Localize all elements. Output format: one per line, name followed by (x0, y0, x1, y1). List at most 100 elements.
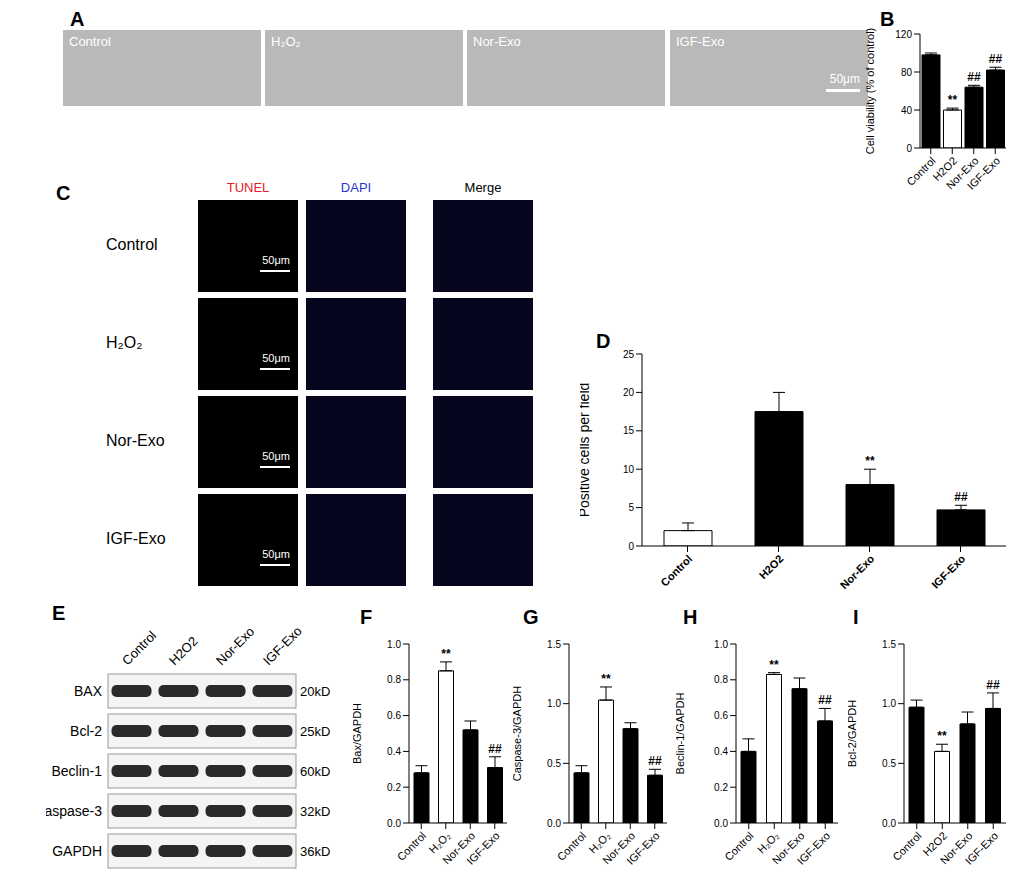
svg-text:Control: Control (119, 628, 159, 668)
svg-text:Control: Control (904, 154, 938, 188)
svg-text:25kD: 25kD (300, 724, 330, 739)
svg-text:Bax/GAPDH: Bax/GAPDH (353, 703, 363, 764)
svg-text:Caspase-3: Caspase-3 (46, 803, 102, 819)
svg-text:##: ## (818, 693, 832, 707)
svg-text:0: 0 (906, 143, 912, 154)
svg-text:Beclin-1/GAPDH: Beclin-1/GAPDH (676, 692, 686, 774)
svg-text:1.0: 1.0 (547, 698, 561, 709)
svg-text:0.0: 0.0 (714, 818, 728, 829)
svg-text:##: ## (954, 490, 968, 504)
svg-text:##: ## (986, 678, 1000, 692)
html-text:C: C (56, 182, 71, 204)
svg-text:IGF-Exo: IGF-Exo (464, 829, 501, 866)
svg-text:GAPDH: GAPDH (52, 843, 102, 859)
svg-text:Nor-Exo: Nor-Exo (838, 552, 877, 591)
svg-text:Control: Control (890, 829, 924, 863)
html-text:G: G (523, 606, 539, 628)
svg-text:0.0: 0.0 (882, 818, 896, 829)
svg-text:0.5: 0.5 (547, 758, 561, 769)
svg-text:Nor-Exo: Nor-Exo (943, 154, 981, 192)
svg-text:Control: Control (658, 552, 694, 588)
svg-text:0: 0 (628, 541, 634, 552)
svg-text:Control: Control (395, 829, 429, 863)
svg-text:H2O2: H2O2 (757, 552, 786, 581)
svg-text:10: 10 (623, 464, 635, 475)
svg-text:Nor-Exo: Nor-Exo (937, 829, 975, 867)
svg-text:0.5: 0.5 (882, 758, 896, 769)
svg-text:Positive cells per field: Positive cells per field (580, 383, 592, 518)
html-text:Control: Control (69, 34, 111, 49)
svg-text:15: 15 (623, 425, 635, 436)
svg-text:##: ## (648, 754, 662, 768)
svg-text:Cell viability (% of control): Cell viability (% of control) (866, 28, 876, 155)
svg-text:1.5: 1.5 (882, 639, 896, 650)
svg-text:1.0: 1.0 (882, 698, 896, 709)
svg-text:IGF-Exo: IGF-Exo (929, 552, 968, 591)
html-text:IGF-Exo: IGF-Exo (676, 34, 725, 49)
svg-text:**: ** (865, 454, 875, 468)
svg-text:1.0: 1.0 (714, 639, 728, 650)
svg-text:H₂O₂: H₂O₂ (426, 829, 453, 856)
svg-text:BAX: BAX (74, 683, 103, 699)
svg-text:80: 80 (901, 67, 913, 78)
svg-text:120: 120 (895, 29, 912, 40)
html-text:Nor-Exo: Nor-Exo (473, 34, 521, 49)
svg-text:**: ** (769, 658, 779, 672)
svg-text:60kD: 60kD (300, 764, 330, 779)
svg-text:**: ** (601, 672, 611, 686)
svg-text:0.8: 0.8 (387, 674, 401, 685)
svg-text:IGF-Exo: IGF-Exo (260, 623, 305, 668)
svg-text:5: 5 (628, 502, 634, 513)
svg-text:Bcl-2: Bcl-2 (70, 723, 102, 739)
svg-text:##: ## (989, 52, 1003, 66)
svg-text:0.4: 0.4 (714, 746, 728, 757)
html-text:IGF-Exo: IGF-Exo (106, 530, 166, 547)
svg-text:0.0: 0.0 (547, 818, 561, 829)
svg-text:Bcl-2/GAPDH: Bcl-2/GAPDH (848, 700, 858, 767)
svg-text:H2O2: H2O2 (920, 829, 950, 859)
svg-text:Nor-Exo: Nor-Exo (600, 829, 638, 867)
svg-text:0.2: 0.2 (714, 782, 728, 793)
html-text:A: A (70, 8, 85, 30)
svg-text:0.4: 0.4 (387, 746, 401, 757)
svg-text:36kD: 36kD (300, 844, 330, 859)
svg-text:0.6: 0.6 (387, 710, 401, 721)
svg-text:Caspase-3/GAPDH: Caspase-3/GAPDH (513, 686, 523, 781)
svg-text:0.6: 0.6 (714, 710, 728, 721)
svg-text:25: 25 (623, 349, 635, 360)
svg-text:Control: Control (555, 829, 589, 863)
svg-text:**: ** (441, 647, 451, 661)
svg-text:H2O2: H2O2 (930, 154, 960, 184)
svg-text:Nor-Exo: Nor-Exo (213, 624, 257, 668)
svg-text:Nor-Exo: Nor-Exo (440, 829, 478, 867)
svg-text:Beclin-1: Beclin-1 (51, 763, 102, 779)
svg-text:40: 40 (901, 105, 913, 116)
svg-text:1.0: 1.0 (387, 639, 401, 650)
svg-text:Nor-Exo: Nor-Exo (769, 829, 807, 867)
svg-text:H2O2: H2O2 (166, 633, 201, 668)
html-text:H₂O₂: H₂O₂ (271, 34, 301, 49)
svg-text:H₂O₂: H₂O₂ (586, 829, 613, 856)
svg-text:**: ** (948, 93, 958, 107)
svg-text:0.8: 0.8 (714, 674, 728, 685)
svg-text:IGF-Exo: IGF-Exo (963, 829, 1000, 866)
html-text:H₂O₂: H₂O₂ (106, 334, 143, 351)
svg-text:IGF-Exo: IGF-Exo (965, 154, 1002, 191)
svg-text:32kD: 32kD (300, 804, 330, 819)
html-text:TUNEL: TUNEL (226, 180, 270, 195)
svg-text:##: ## (967, 70, 981, 84)
svg-text:##: ## (488, 742, 502, 756)
svg-text:H₂O₂: H₂O₂ (755, 829, 782, 856)
svg-text:20: 20 (623, 387, 635, 398)
svg-text:20kD: 20kD (300, 684, 330, 699)
svg-text:E: E (52, 602, 65, 624)
svg-text:Control: Control (722, 829, 756, 863)
html-text:Nor-Exo: Nor-Exo (106, 432, 165, 449)
svg-text:1.5: 1.5 (547, 639, 561, 650)
svg-text:0.0: 0.0 (387, 818, 401, 829)
svg-text:IGF-Exo: IGF-Exo (624, 829, 661, 866)
svg-text:0.2: 0.2 (387, 782, 401, 793)
svg-text:IGF-Exo: IGF-Exo (795, 829, 832, 866)
html-text:Control: Control (106, 236, 158, 253)
svg-text:**: ** (937, 729, 947, 743)
